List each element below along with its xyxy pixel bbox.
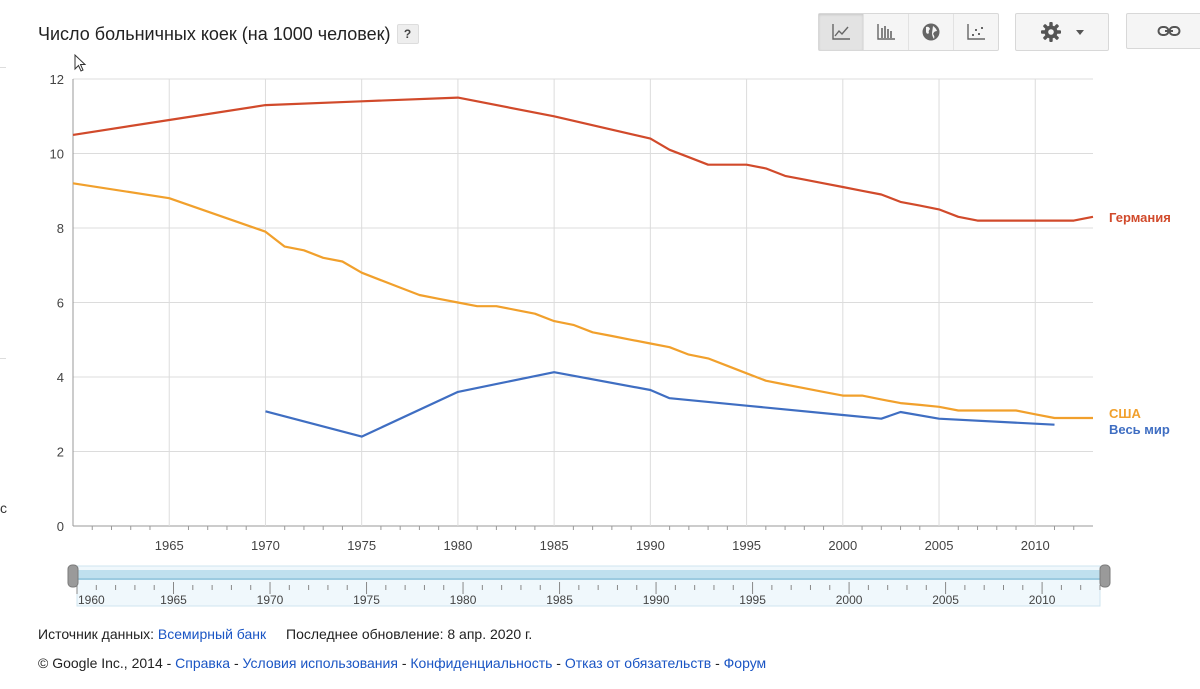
series-line[interactable] [72,96,1094,222]
x-tick-label: 2000 [828,538,857,553]
chart-title: Число больничных коек (на 1000 человек) [38,24,391,44]
link-icon [1157,26,1181,36]
series-line[interactable] [72,182,1093,420]
disclaimer-link[interactable]: Отказ от обязательств [564,655,712,671]
y-tick-label: 4 [57,370,64,385]
slider-tick-label: 1975 [353,593,380,607]
y-axis-ticks: 0 2 4 6 8 10 12 [50,72,64,534]
y-tick-label: 10 [50,147,64,162]
slider-handle-right[interactable] [1099,564,1111,588]
edge-divider [0,358,6,359]
slider-tick-label: 1965 [160,593,187,607]
y-tick-label: 12 [50,72,64,87]
help-link[interactable]: Справка [175,655,231,671]
scatter-button[interactable] [954,14,998,50]
y-tick-label: 8 [57,221,64,236]
help-button[interactable]: ? [396,24,419,44]
slider-tick-label: 1995 [739,593,766,607]
slider-tick-label: 2010 [1029,593,1056,607]
settings-button[interactable] [1015,13,1109,51]
series-label: Германия [1109,210,1171,225]
scatter-icon [967,24,985,40]
map-button[interactable] [909,14,954,50]
copyright: © Google Inc., 2014 - [38,655,172,671]
series-line[interactable] [265,371,1055,438]
slider-handle-left[interactable] [67,564,79,588]
y-tick-label: 0 [57,519,64,534]
bar-chart-icon [877,24,895,40]
edge-divider [0,67,6,68]
separator: - [401,655,407,671]
slider-tick-label: 1980 [450,593,477,607]
slider-tick-label: 1990 [643,593,670,607]
slider-tick-label: 2005 [932,593,959,607]
x-axis-ticks: 1965 1970 1975 1980 1985 1990 1995 2000 2005 2010 [155,538,1050,553]
slider-tick-label: 1985 [546,593,573,607]
series-lines [72,96,1094,438]
x-tick-label: 2005 [925,538,954,553]
slider-range-edge [77,578,1100,580]
bar-chart-button[interactable] [864,14,909,50]
x-tick-label: 1965 [155,538,184,553]
page-title: Число больничных коек (на 1000 человек)? [38,24,419,45]
source-link[interactable]: Всемирный банк [157,626,267,642]
line-chart-button[interactable] [819,14,864,50]
x-tick-label: 1985 [540,538,569,553]
edge-text: c [0,500,7,516]
terms-link[interactable]: Условия использования [242,655,398,671]
forum-link[interactable]: Форум [723,655,767,671]
slider-tick-label: 2000 [836,593,863,607]
source-label: Источник данных: [38,626,155,642]
slider-tick-label: 1970 [257,593,284,607]
separator: - [715,655,720,671]
y-tick-label: 2 [57,445,64,460]
source-line: Источник данных: Всемирный банк Последне… [38,626,532,642]
line-chart-icon [832,24,850,40]
x-tick-label: 1995 [732,538,761,553]
grid [72,78,1093,530]
x-tick-label: 2010 [1021,538,1050,553]
y-tick-label: 6 [57,296,64,311]
gear-icon [1041,22,1061,42]
x-tick-label: 1970 [251,538,280,553]
x-tick-label: 1980 [443,538,472,553]
time-slider[interactable]: 1960 1965 1970 1975 1980 1985 1990 1995 2000 2005… [67,564,1111,607]
separator: - [556,655,561,671]
chevron-down-icon [1076,29,1084,35]
mouse-cursor-icon [74,53,87,72]
x-tick-label: 1975 [347,538,376,553]
slider-tick-label: 1960 [78,593,105,607]
globe-icon [922,23,940,41]
x-tick-label: 1990 [636,538,665,553]
slider-range [77,570,1100,580]
footer-links: © Google Inc., 2014 - Справка - Условия … [38,655,766,671]
privacy-link[interactable]: Конфиденциальность [410,655,553,671]
last-updated: Последнее обновление: 8 апр. 2020 г. [286,626,533,642]
series-label: США [1109,406,1141,421]
separator: - [233,655,239,671]
chart-type-toolbar [818,13,999,51]
share-link-button[interactable] [1126,13,1200,49]
series-label: Весь мир [1109,422,1170,437]
